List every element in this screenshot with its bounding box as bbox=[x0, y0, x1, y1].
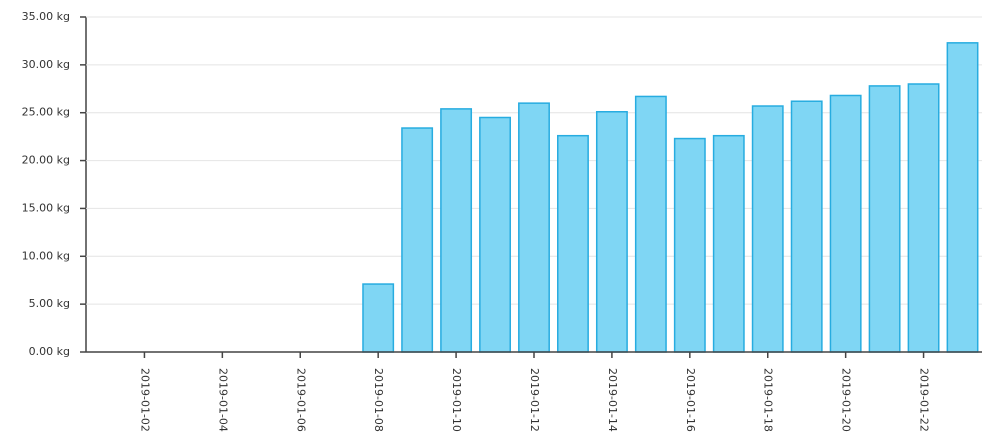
bar bbox=[907, 83, 940, 353]
x-tick-label: 2019-01-20 bbox=[840, 368, 853, 432]
x-tick-label: 2019-01-16 bbox=[684, 368, 697, 432]
bar bbox=[440, 108, 473, 353]
x-tick-label: 2019-01-10 bbox=[450, 368, 463, 432]
y-tick-label: 35.00 kg bbox=[22, 10, 70, 23]
x-tick-label: 2019-01-12 bbox=[528, 368, 541, 432]
bar bbox=[946, 42, 979, 353]
y-tick-label: 30.00 kg bbox=[22, 58, 70, 71]
y-tick-label: 15.00 kg bbox=[22, 201, 70, 214]
bar bbox=[673, 137, 706, 353]
y-tick-label: 25.00 kg bbox=[22, 106, 70, 119]
y-tick-label: 5.00 kg bbox=[29, 297, 70, 310]
x-tick-label: 2019-01-04 bbox=[216, 368, 229, 432]
bar bbox=[751, 105, 784, 353]
bar bbox=[790, 100, 823, 353]
bar bbox=[868, 85, 901, 353]
bar bbox=[479, 116, 511, 353]
bar bbox=[595, 111, 628, 353]
bar bbox=[518, 102, 550, 353]
bar bbox=[401, 127, 434, 353]
x-tick-label: 2019-01-02 bbox=[138, 368, 151, 432]
bar bbox=[557, 134, 589, 353]
bar bbox=[829, 94, 862, 353]
x-tick-label: 2019-01-14 bbox=[606, 368, 619, 432]
x-tick-label: 2019-01-18 bbox=[762, 368, 775, 432]
bar bbox=[362, 283, 395, 353]
bar bbox=[634, 95, 667, 353]
x-tick-label: 2019-01-08 bbox=[372, 368, 385, 432]
y-tick-label: 20.00 kg bbox=[22, 154, 70, 167]
y-tick-label: 0.00 kg bbox=[29, 345, 70, 358]
y-tick-label: 10.00 kg bbox=[22, 249, 70, 262]
bar bbox=[712, 134, 745, 353]
x-tick-label: 2019-01-06 bbox=[294, 368, 307, 432]
x-tick-label: 2019-01-22 bbox=[918, 368, 931, 432]
